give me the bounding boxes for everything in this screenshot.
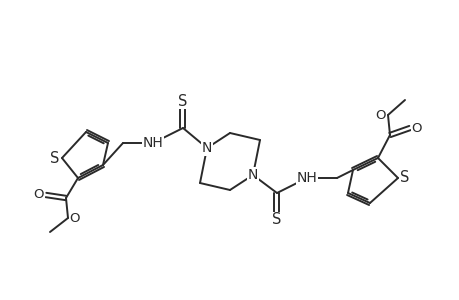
- Text: N: N: [202, 141, 212, 155]
- Text: O: O: [411, 122, 421, 134]
- Text: NH: NH: [142, 136, 163, 150]
- Text: N: N: [247, 168, 257, 182]
- Text: O: O: [70, 212, 80, 224]
- Text: S: S: [178, 94, 187, 109]
- Text: S: S: [272, 212, 281, 227]
- Text: O: O: [34, 188, 44, 202]
- Text: S: S: [50, 151, 60, 166]
- Text: O: O: [375, 109, 386, 122]
- Text: NH: NH: [296, 171, 317, 185]
- Text: S: S: [399, 170, 409, 185]
